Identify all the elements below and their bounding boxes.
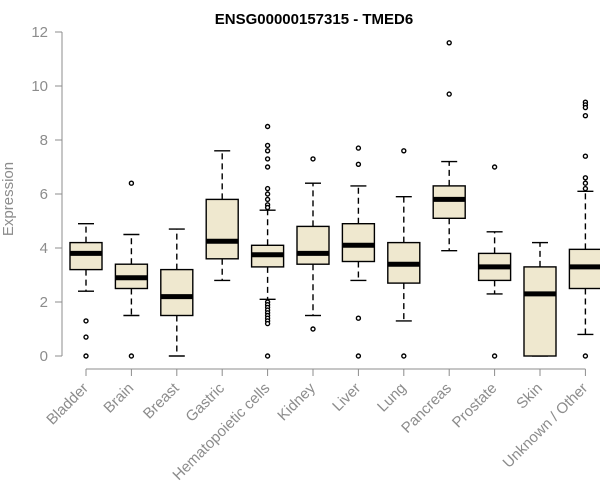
outlier-point: [264, 148, 271, 154]
box-skin: [523, 241, 557, 357]
y-axis-label: Expression: [0, 162, 17, 236]
outlier-point: [264, 142, 271, 149]
box-liver: [341, 145, 376, 359]
outlier-point: [446, 40, 452, 46]
x-tick-label: Kidney: [274, 379, 319, 424]
box-iqr: [432, 185, 466, 219]
y-tick-label: 6: [40, 186, 48, 203]
x-tick-label: Breast: [140, 379, 183, 422]
outlier-point: [582, 185, 589, 192]
outlier-point: [264, 185, 271, 192]
outlier-point: [264, 164, 271, 170]
outlier-point: [310, 156, 316, 162]
outlier-point: [264, 123, 271, 130]
outlier-point: [401, 148, 407, 154]
outlier-point: [355, 353, 362, 359]
outlier-point: [128, 353, 135, 359]
outlier-point: [582, 180, 589, 186]
outlier-point: [310, 326, 316, 332]
box-iqr: [160, 268, 194, 317]
box-iqr: [205, 198, 239, 260]
outlier-point: [83, 334, 89, 340]
outlier-point: [582, 112, 589, 119]
outlier-point: [582, 353, 589, 359]
outlier-point: [582, 104, 589, 111]
box-hematopoietic-cells: [250, 123, 285, 359]
outlier-point: [582, 175, 589, 181]
outlier-point: [83, 353, 89, 359]
outlier-point: [264, 196, 271, 203]
outlier-point: [264, 191, 271, 197]
box-iqr: [296, 225, 330, 265]
y-axis: 0 2 4 6 8 10 12: [31, 24, 63, 365]
box-prostate: [477, 164, 512, 359]
outlier-point: [264, 156, 271, 162]
outlier-point: [83, 318, 89, 324]
outlier-point: [446, 91, 452, 97]
x-tick-label: Pancreas: [398, 380, 455, 437]
box-iqr: [341, 222, 376, 263]
chart-title: ENSG00000157315 - TMED6: [215, 11, 413, 28]
x-tick-label: Prostate: [449, 380, 501, 432]
outlier-point: [264, 320, 271, 327]
box-iqr: [523, 266, 557, 357]
box-brain: [114, 180, 149, 359]
box-pancreas: [432, 40, 466, 252]
y-tick-label: 2: [40, 294, 48, 311]
outlier-point: [355, 145, 362, 151]
y-tick-label: 4: [40, 240, 48, 257]
box-breast: [160, 228, 194, 357]
box-gastric: [205, 150, 239, 282]
outlier-point: [264, 204, 271, 211]
x-tick-label: Skin: [513, 380, 546, 413]
outlier-point: [355, 315, 362, 321]
outlier-point: [491, 353, 498, 359]
outlier-point: [582, 153, 589, 159]
outlier-point: [401, 353, 407, 359]
y-tick-label: 0: [40, 348, 48, 365]
box-lung: [387, 148, 421, 359]
outlier-point: [264, 353, 271, 359]
y-tick-label: 10: [31, 78, 48, 95]
y-tick-label: 12: [31, 24, 48, 41]
x-tick-label: Brain: [100, 380, 137, 417]
x-tick-label: Unknown / Other: [500, 380, 592, 472]
box-bladder: [69, 222, 103, 359]
box-series: [69, 40, 600, 359]
y-tick-label: 8: [40, 132, 48, 149]
box-iqr: [69, 241, 103, 271]
outlier-point: [491, 164, 498, 170]
x-tick-label: Lung: [374, 380, 410, 416]
x-tick-label: Bladder: [43, 380, 92, 429]
outlier-point: [128, 180, 135, 186]
box-unknown-other: [568, 99, 600, 359]
x-tick-label: Liver: [329, 380, 364, 415]
outlier-point: [355, 161, 362, 168]
box-kidney: [296, 156, 330, 332]
